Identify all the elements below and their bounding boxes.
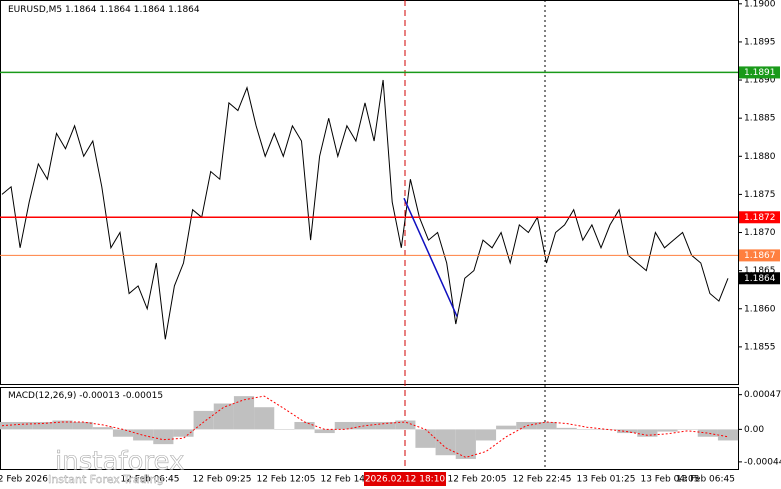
x-tick-label: 12 Feb 06:45 (120, 475, 179, 485)
level-label: 1.1867 (744, 251, 776, 261)
macd-bar (254, 407, 275, 430)
y-tick-label: 1.1890 (744, 76, 776, 86)
level-label: 1.1864 (744, 274, 776, 284)
quote-value: 1.1864 (65, 5, 97, 15)
y-tick-label: 1.1865 (744, 266, 776, 276)
macd-bar (717, 429, 739, 441)
symbol-text: EURUSD,M5 (8, 5, 62, 15)
macd-bar (536, 421, 557, 430)
macd-bar (677, 429, 698, 430)
macd-y-tick-label: 0.00 (744, 425, 764, 435)
y-tick-label: 1.1895 (744, 37, 776, 47)
y-tick-label: 1.1860 (744, 304, 776, 314)
level-label: 1.1891 (744, 68, 776, 78)
macd-y-tick-label: 0.00047 (744, 390, 781, 400)
macd-bar (52, 420, 73, 430)
macd-bar (294, 421, 315, 430)
quote-value: 1.1864 (134, 5, 166, 15)
macd-bar (637, 429, 658, 437)
macd-bar (314, 429, 335, 434)
x-tick-label: 12 Feb 22:45 (512, 475, 571, 485)
x-tick-label: 13 Feb 04:05 (640, 475, 699, 485)
macd-bar (274, 429, 295, 430)
macd-bar (375, 421, 396, 430)
macd-bar (455, 429, 476, 459)
macd-bar (72, 421, 93, 430)
macd-bar (576, 429, 597, 430)
x-tick-label: 12 Feb 12:05 (256, 475, 315, 485)
y-tick-label: 1.1885 (744, 114, 776, 124)
macd-title: MACD(12,26,9) -0.00013 -0.00015 (8, 391, 163, 401)
macd-signal (1, 395, 729, 458)
level-tag (739, 66, 780, 79)
x-tick-label: 2026.02.12 18:10 (365, 475, 446, 485)
macd-bar (32, 421, 53, 430)
symbol: EURUSD,M5 1.1864 1.1864 1.1864 1.1864 (8, 5, 200, 15)
y-tick-label: 1.1900 (744, 0, 776, 9)
macd-bar (354, 421, 376, 430)
cursor-time-box (364, 472, 446, 486)
macd-bar (435, 429, 456, 456)
price-line (1, 79, 729, 340)
quote-value: 1.1864 (99, 5, 131, 15)
level-label: 1.1872 (744, 213, 776, 223)
y-tick-label: 1.1870 (744, 228, 776, 238)
trendline (403, 197, 458, 317)
macd-bar (556, 427, 577, 430)
macd-bar (153, 429, 174, 445)
macd-readout-value: -0.00015 (123, 391, 163, 401)
macd-bar (173, 429, 194, 437)
macd-bar (112, 429, 134, 437)
macd-bar (133, 429, 154, 441)
watermark: instaforex (55, 447, 184, 477)
quote-value: 1.1864 (168, 5, 200, 15)
y-tick-label: 1.1875 (744, 190, 776, 200)
quote: 1.1864 1.1864 1.1864 1.1864 (65, 5, 200, 15)
macd-bar (12, 421, 33, 430)
x-tick-label: 12 Feb 14:45 (320, 475, 379, 485)
macd-bar (657, 429, 678, 432)
x-tick-label: 13 Feb 01:25 (576, 475, 635, 485)
macd-bar (496, 425, 517, 430)
y-tick-label: 1.1855 (744, 342, 776, 352)
watermark-sub: Instant Forex Trading (48, 473, 164, 486)
x-tick-label: 12 Feb 09:25 (192, 475, 251, 485)
x-tick-label: 12 Feb 20:05 (447, 475, 506, 485)
macd-bar (395, 420, 416, 430)
macd-readout: -0.00013 -0.00015 (79, 391, 163, 401)
macd-bar (193, 410, 214, 430)
macd-name: MACD(12,26,9) (8, 391, 76, 401)
macd-y-tick-label: -0.00044 (744, 457, 781, 467)
macd-bar (415, 429, 436, 448)
macd-bar (475, 429, 497, 441)
macd-bar (213, 403, 234, 430)
macd-readout-value: -0.00013 (79, 391, 119, 401)
y-tick-label: 1.1880 (744, 152, 776, 162)
macd-bar (697, 429, 718, 437)
macd-bar (92, 427, 113, 430)
level-tag (739, 249, 780, 262)
macd-bar (233, 396, 255, 430)
level-tag (739, 211, 780, 224)
x-tick-label: 13 Feb 06:45 (676, 475, 735, 485)
price-panel (0, 0, 739, 385)
macd-bar (334, 421, 355, 430)
level-tag (739, 272, 780, 285)
x-tick-label: 12 Feb 2026 (0, 475, 48, 485)
macd-bar (516, 421, 537, 430)
